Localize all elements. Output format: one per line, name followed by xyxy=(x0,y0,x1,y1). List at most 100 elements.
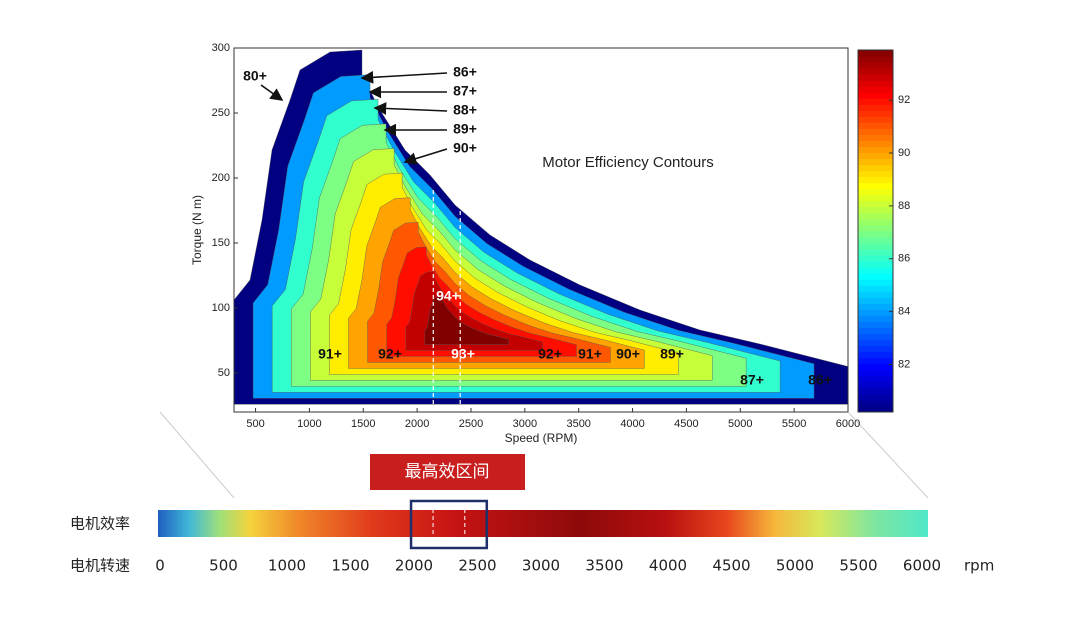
x-tick-label: 3500 xyxy=(566,418,590,430)
colorbar-band xyxy=(858,237,893,244)
highlight-label-box xyxy=(370,454,525,490)
colorbar-band xyxy=(858,146,893,154)
colorbar-band xyxy=(858,279,893,286)
annotation: 91+ xyxy=(578,346,602,362)
colorbar-band xyxy=(858,387,893,395)
efficiency-bar-label: 电机效率 xyxy=(70,515,130,533)
annotation: 86+ xyxy=(453,64,477,80)
colorbar-band xyxy=(858,357,893,365)
colorbar-band xyxy=(858,74,893,81)
contour-region xyxy=(424,295,509,345)
annotation-arrow xyxy=(373,102,448,115)
colorbar-band xyxy=(858,351,893,359)
speed-tick-label: 6000 xyxy=(903,557,941,575)
colorbar-band xyxy=(858,176,893,184)
speed-tick-label: 0 xyxy=(155,557,165,575)
speed-tick-label: 3000 xyxy=(522,557,560,575)
colorbar-band xyxy=(858,363,893,371)
annotation: 92+ xyxy=(378,346,402,362)
colorbar-band xyxy=(858,243,893,250)
colorbar-band xyxy=(858,80,893,87)
colorbar-band xyxy=(858,224,893,232)
colorbar-band xyxy=(858,327,893,335)
speed-tick-label: 5000 xyxy=(776,557,814,575)
annotation: 87+ xyxy=(453,83,477,99)
annotation-arrow xyxy=(403,148,448,165)
colorbar-band xyxy=(858,309,893,316)
colorbar-band xyxy=(858,164,893,172)
colorbar-band xyxy=(858,297,893,304)
annotation: 94+ xyxy=(436,288,460,304)
annotation: 88+ xyxy=(453,102,477,118)
speed-label: 电机转速 xyxy=(70,557,130,575)
colorbar-band xyxy=(858,170,893,178)
annotation-arrow xyxy=(360,70,448,84)
colorbar-band xyxy=(858,62,893,69)
y-tick-label: 300 xyxy=(212,42,230,54)
colorbar-tick-label: 86 xyxy=(898,253,910,265)
colorbar-band xyxy=(858,68,893,75)
colorbar-band xyxy=(858,267,893,274)
zoom-line xyxy=(847,411,929,499)
colorbar-band xyxy=(858,315,893,322)
colorbar-band xyxy=(858,345,893,353)
colorbar-tick-label: 82 xyxy=(898,358,910,370)
colorbar-frame xyxy=(857,49,894,413)
colorbar-band xyxy=(858,188,893,196)
colorbar-tick-label: 84 xyxy=(898,305,910,317)
colorbar-band xyxy=(858,339,893,347)
annotation: 86+ xyxy=(808,372,832,388)
y-tick-label: 250 xyxy=(212,107,230,119)
colorbar-band xyxy=(858,249,893,256)
highlight-label: 最高效区间 xyxy=(405,462,490,482)
annotation: 90+ xyxy=(453,140,477,156)
x-tick-label: 3000 xyxy=(513,418,537,430)
speed-tick-label: 2500 xyxy=(458,557,496,575)
annotation: 89+ xyxy=(453,121,477,137)
colorbar-band xyxy=(858,128,893,135)
colorbar-band xyxy=(858,212,893,220)
colorbar-band xyxy=(858,92,893,99)
speed-unit: rpm xyxy=(964,557,994,575)
speed-tick-label: 500 xyxy=(209,557,238,575)
efficiency-bar xyxy=(158,510,928,537)
colorbar-band xyxy=(858,261,893,268)
x-tick-label: 1500 xyxy=(351,418,375,430)
annotation: 93+ xyxy=(451,346,475,362)
x-tick-label: 2500 xyxy=(459,418,483,430)
colorbar-band xyxy=(858,98,893,105)
zoom-line xyxy=(159,411,235,499)
annotation: 92+ xyxy=(538,346,562,362)
x-tick-label: 4500 xyxy=(674,418,698,430)
y-tick-label: 50 xyxy=(218,367,230,379)
colorbar-band xyxy=(858,200,893,208)
colorbar-band xyxy=(858,182,893,190)
x-tick-label: 6000 xyxy=(836,418,860,430)
x-tick-label: 2000 xyxy=(405,418,429,430)
x-tick-label: 5500 xyxy=(782,418,806,430)
colorbar-band xyxy=(858,291,893,298)
speed-tick-label: 4000 xyxy=(649,557,687,575)
x-axis-label: Speed (RPM) xyxy=(505,431,578,445)
colorbar-band xyxy=(858,104,893,111)
colorbar-band xyxy=(858,56,893,63)
colorbar-band xyxy=(858,285,893,292)
speed-tick-label: 5500 xyxy=(839,557,877,575)
colorbar-tick-label: 88 xyxy=(898,200,910,212)
colorbar-band xyxy=(858,110,893,117)
annotation: 89+ xyxy=(660,346,684,362)
colorbar-band xyxy=(858,116,893,123)
colorbar-band xyxy=(858,303,893,310)
colorbar-band xyxy=(858,50,893,57)
annotation-arrow xyxy=(260,84,284,101)
speed-tick-label: 4500 xyxy=(712,557,750,575)
x-tick-label: 1000 xyxy=(297,418,321,430)
speed-tick-label: 3500 xyxy=(585,557,623,575)
colorbar-band xyxy=(858,405,893,413)
colorbar-band xyxy=(858,399,893,407)
annotation: 87+ xyxy=(740,372,764,388)
annotation: 91+ xyxy=(318,346,342,362)
annotation: 90+ xyxy=(616,346,640,362)
speed-tick-label: 1000 xyxy=(268,557,306,575)
